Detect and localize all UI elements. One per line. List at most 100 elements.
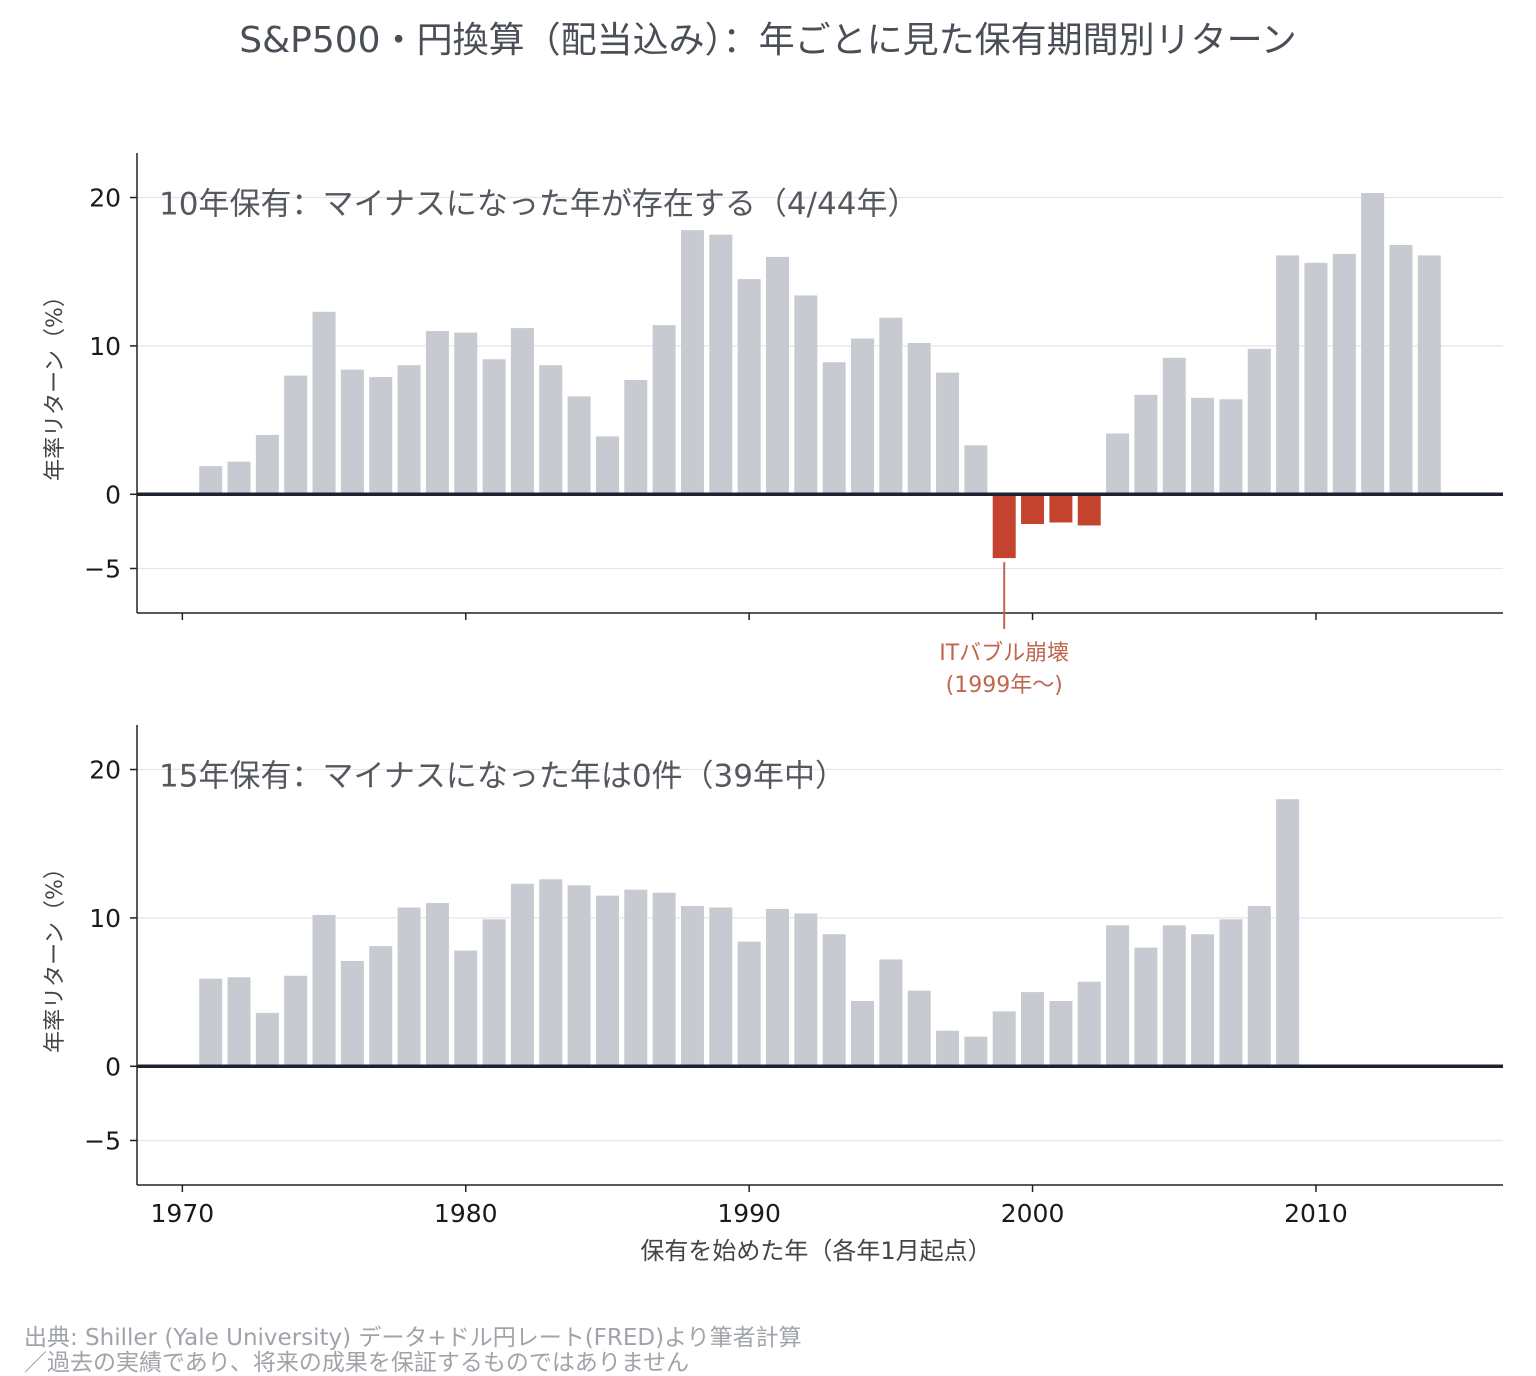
bar [482,359,506,495]
bar [425,331,449,495]
bar [340,369,364,495]
bar [1219,919,1243,1067]
bar [369,377,393,495]
x-axis-label: 保有を始めた年（各年1月起点） [640,1237,991,1265]
y-tick-label: 20 [89,184,121,213]
bar [1304,262,1328,495]
bar [1021,992,1045,1067]
bar [454,332,478,495]
bar [567,885,591,1067]
bar [709,907,733,1067]
bar [794,913,818,1067]
bar [652,325,676,495]
bar [227,461,251,495]
bar [1021,494,1045,524]
x-tick-label: 2010 [1284,1199,1348,1228]
bar [539,879,563,1067]
bar [1134,947,1158,1067]
bar [680,906,704,1067]
y-axis-label: 年率リターン（%） [43,857,68,1053]
bar [425,903,449,1067]
chart-panel-2: −5 0 10 20 1970 1980 1990 2000 2010 15年保有：マイナスになっ… [43,725,1503,1228]
chart-panels: −5 0 10 20 10年保有：マイナスになった年が存在する（4/44年） 年率リターン… [43,153,1503,1228]
bar [1106,925,1130,1067]
bar [199,978,223,1067]
panel-title: 15年保有：マイナスになった年は0件（39年中） [159,759,846,795]
bar [1361,193,1385,495]
bar [1134,394,1158,495]
bar [936,1030,960,1067]
bar [680,230,704,495]
bar [765,256,789,495]
bar [397,365,421,495]
bar [482,919,506,1067]
bar [312,311,336,495]
bar [1049,1001,1073,1067]
y-tick-label: −5 [84,1126,121,1155]
y-tick-label: −5 [84,554,121,583]
bar [1332,253,1356,495]
bar [595,436,619,495]
chart-panel-1: −5 0 10 20 10年保有：マイナスになった年が存在する（4/44年） 年率リターン… [43,153,1503,698]
bar [340,960,364,1067]
bar [624,380,648,495]
y-tick-label: 0 [105,1052,121,1081]
bar [510,328,534,495]
bar [1389,245,1413,495]
bar [822,362,846,495]
bar [1077,494,1101,526]
annotation-text: ITバブル崩壊 [939,641,1069,666]
bar [1247,906,1271,1067]
bar [992,1011,1016,1067]
y-axis-label: 年率リターン（%） [43,285,68,481]
bar [1191,397,1215,495]
y-tick-label: 0 [105,480,121,509]
bar [539,365,563,495]
bar [227,977,251,1067]
bar [1077,981,1101,1067]
source-line-1: 出典: Shiller (Yale University) データ+ドル円レート… [24,1325,802,1351]
x-tick-label: 1990 [717,1199,781,1228]
bar [879,317,903,495]
bar [851,338,875,495]
bar [284,375,308,495]
chart-main-title: S&P500・円換算（配当込み）：年ごとに見た保有期間別リターン [239,20,1297,61]
bar [567,396,591,495]
y-tick-label: 20 [89,756,121,785]
bar [397,907,421,1067]
bar [255,1012,279,1067]
bar [1049,494,1073,523]
bar [454,950,478,1067]
bar [1162,925,1186,1067]
bar [879,959,903,1067]
bar [284,975,308,1067]
bar [1106,433,1130,495]
bar [652,892,676,1067]
bar [199,466,223,495]
bar [794,295,818,495]
bar [907,342,931,495]
bar [1417,255,1441,495]
bar [1191,934,1215,1067]
bar [1219,399,1243,495]
bar [624,889,648,1067]
bar [964,1036,988,1067]
bar [255,434,279,495]
bar [1276,799,1300,1067]
bar [510,883,534,1067]
bar [822,934,846,1067]
bar [765,909,789,1067]
y-tick-label: 10 [89,904,121,933]
bar [1247,348,1271,495]
bar [369,946,393,1067]
bar [964,445,988,495]
bar [936,372,960,495]
bar [907,990,931,1067]
bar [851,1001,875,1067]
y-tick-label: 10 [89,332,121,361]
bar [312,914,336,1067]
bar [737,941,761,1067]
bar [737,279,761,495]
panel-title: 10年保有：マイナスになった年が存在する（4/44年） [159,187,918,223]
